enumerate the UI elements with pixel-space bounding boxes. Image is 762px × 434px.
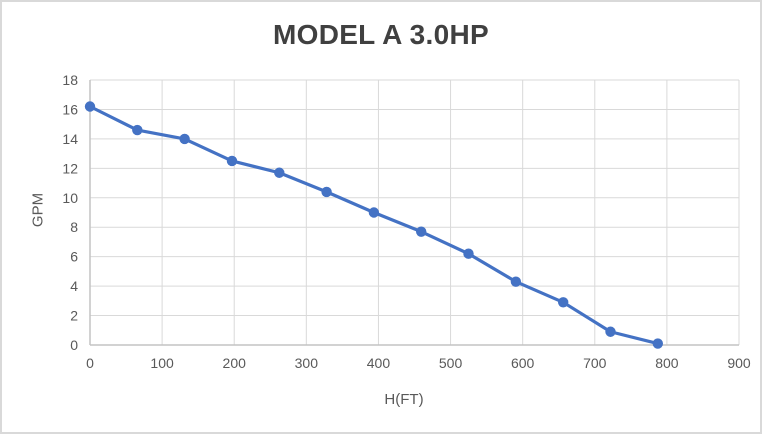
data-point	[463, 248, 474, 259]
data-point	[274, 167, 285, 178]
y-tick-label: 4	[70, 278, 78, 294]
x-tick-label: 0	[86, 355, 94, 371]
x-tick-label: 800	[655, 355, 679, 371]
x-axis-title: H(FT)	[384, 391, 424, 408]
x-tick-label: 500	[439, 355, 463, 371]
data-point	[605, 326, 616, 337]
y-tick-label: 0	[70, 337, 78, 353]
y-tick-label: 6	[70, 249, 78, 265]
data-line	[88, 104, 660, 346]
y-tick-label: 16	[62, 101, 78, 117]
data-point	[226, 155, 238, 167]
x-tick-label: 200	[223, 355, 247, 371]
y-tick-label: 14	[62, 131, 78, 147]
x-tick-label: 300	[295, 355, 319, 371]
data-point	[652, 338, 664, 349]
chart-title: MODEL A 3.0HP	[272, 19, 490, 50]
y-tick-label: 2	[70, 308, 78, 324]
data-point	[510, 276, 522, 287]
x-tick-label: 100	[150, 355, 174, 371]
y-tick-label: 8	[70, 219, 78, 235]
x-tick-label: 400	[367, 355, 391, 371]
y-tick-label: 10	[62, 190, 78, 206]
x-tick-label: 600	[511, 355, 535, 371]
data-point	[416, 226, 427, 237]
data-point	[557, 297, 569, 308]
data-point	[321, 186, 332, 198]
x-tick-label: 700	[583, 355, 607, 371]
y-tick-label: 12	[62, 160, 78, 176]
data-point	[179, 133, 190, 145]
data-point	[368, 207, 380, 218]
y-tick-label: 18	[62, 72, 78, 88]
data-point	[84, 101, 96, 112]
data-point	[132, 124, 143, 136]
x-tick-label: 900	[727, 355, 751, 371]
